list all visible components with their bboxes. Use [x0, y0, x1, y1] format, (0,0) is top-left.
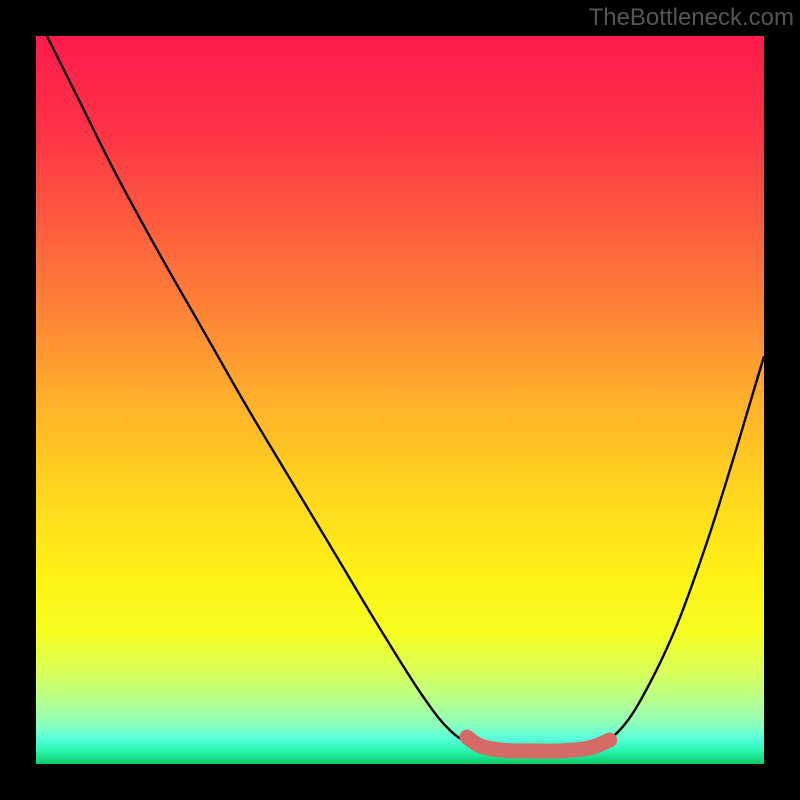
watermark-text: TheBottleneck.com [589, 4, 794, 32]
black-frame [0, 0, 800, 800]
